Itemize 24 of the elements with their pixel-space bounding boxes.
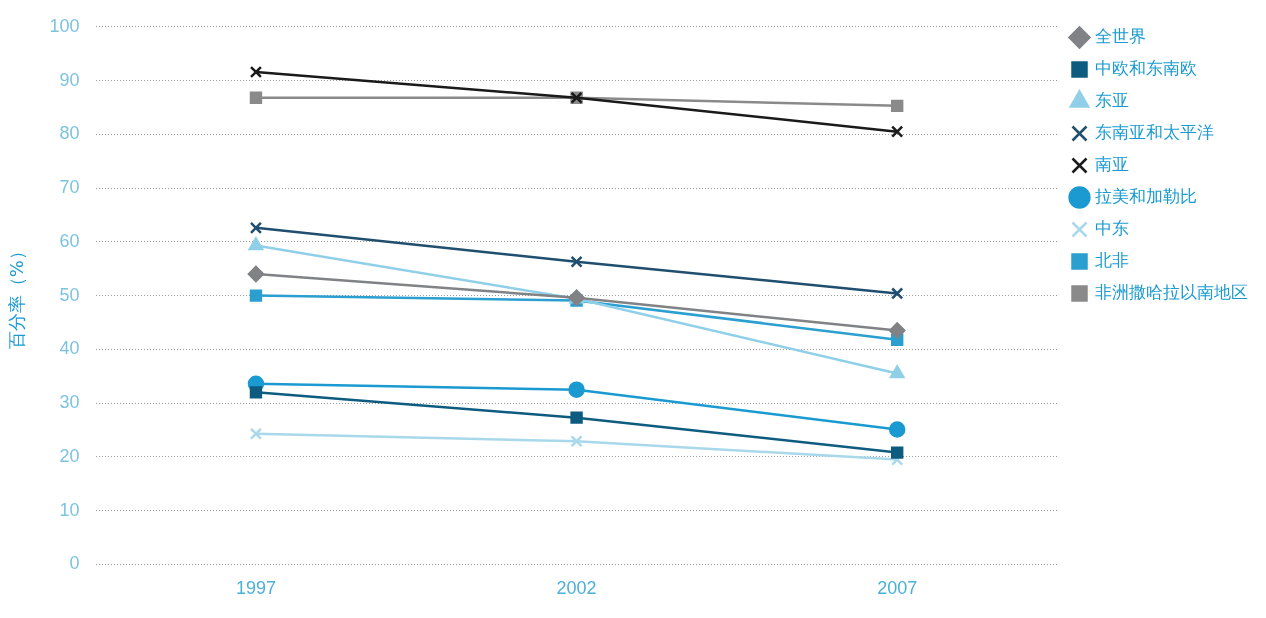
y-tick-label: 50	[59, 284, 80, 305]
y-tick-label: 60	[59, 230, 80, 251]
x-tick-label: 1997	[235, 578, 276, 599]
y-tick-label: 40	[59, 338, 80, 359]
x-tick-label: 2007	[877, 578, 918, 599]
legend-label: 北非	[1095, 249, 1129, 270]
legend-label: 南亚	[1095, 153, 1129, 174]
y-axis-title: 百分率（%）	[6, 242, 28, 350]
legend-label: 全世界	[1095, 25, 1146, 46]
legend-label: 拉美和加勒比	[1095, 185, 1197, 206]
y-tick-label: 70	[59, 177, 80, 198]
y-tick-label: 10	[59, 499, 80, 520]
x-tick-label: 2002	[556, 578, 597, 599]
legend-label: 中欧和东南欧	[1095, 57, 1197, 78]
y-tick-label: 90	[59, 69, 80, 90]
y-tick-label: 100	[49, 15, 80, 36]
legend-label: 东亚	[1095, 89, 1129, 110]
y-tick-label: 0	[69, 553, 80, 574]
legend-label: 东南亚和太平洋	[1095, 121, 1214, 142]
legend-label: 非洲撒哈拉以南地区	[1095, 281, 1248, 302]
legend-label: 中东	[1095, 217, 1129, 238]
y-tick-label: 80	[59, 123, 80, 144]
y-tick-label: 20	[59, 445, 80, 466]
y-tick-label: 30	[59, 392, 80, 413]
